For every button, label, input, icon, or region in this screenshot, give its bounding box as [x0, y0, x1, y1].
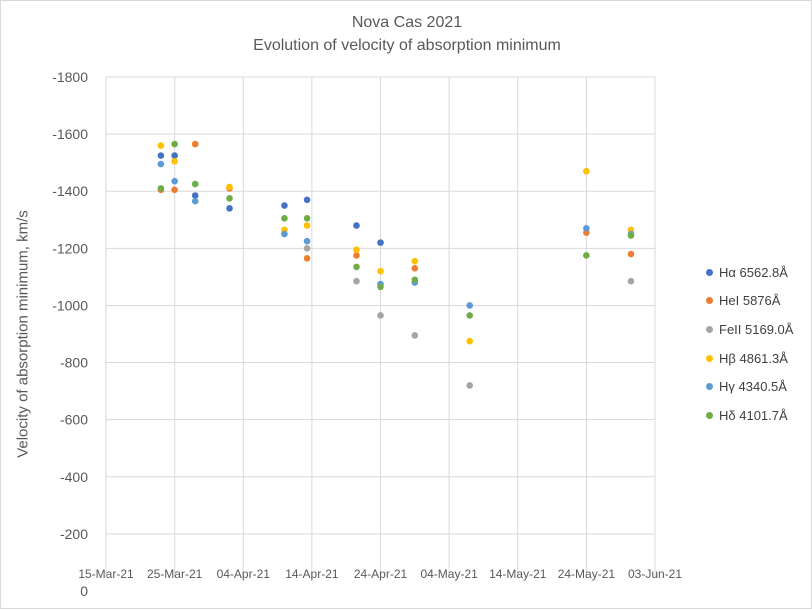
data-point-series-4 — [411, 257, 419, 265]
legend-item: Hγ 4340.5Å — [706, 372, 793, 401]
x-tick-label: 24-Apr-21 — [354, 567, 408, 581]
y-tick-label: -400 — [60, 469, 88, 485]
data-point-series-5 — [583, 225, 590, 232]
x-tick-label: 14-Apr-21 — [285, 567, 339, 581]
y-tick-label: -800 — [60, 355, 88, 371]
data-point-series-2 — [627, 250, 635, 258]
data-point-series-5 — [157, 160, 165, 168]
y-tick-label: -1000 — [52, 297, 88, 313]
data-point-series-1 — [303, 196, 311, 204]
data-point-series-3 — [377, 312, 384, 319]
legend-marker-icon — [706, 268, 713, 276]
legend-item: Hα 6562.8Å — [706, 258, 793, 287]
legend-item: HeI 5876Å — [706, 287, 793, 316]
chart-title: Nova Cas 2021 — [351, 14, 463, 31]
y-tick-label: -1800 — [52, 69, 88, 85]
chart-subtitle: Evolution of velocity of absorption mini… — [253, 37, 561, 54]
data-point-series-3 — [466, 382, 474, 389]
data-point-series-3 — [353, 277, 360, 285]
y-tick-label: -200 — [60, 526, 88, 542]
data-point-series-4 — [353, 246, 360, 254]
legend-label: FeII 5169.0Å — [719, 321, 794, 337]
data-point-series-6 — [353, 263, 360, 271]
data-point-series-4 — [226, 183, 233, 191]
data-point-series-6 — [171, 140, 178, 148]
data-point-series-2 — [171, 186, 178, 194]
y-tick-label: -1600 — [52, 126, 88, 142]
data-point-series-5 — [171, 177, 178, 185]
data-point-series-1 — [377, 239, 384, 246]
data-point-series-1 — [157, 152, 165, 159]
data-point-series-5 — [303, 237, 311, 245]
y-tick-label: -1200 — [52, 240, 88, 256]
data-point-series-6 — [627, 232, 635, 239]
x-tick-label: 14-May-21 — [489, 567, 547, 581]
x-tick-label: 03-Jun-21 — [628, 567, 682, 581]
data-point-series-4 — [157, 142, 165, 149]
data-point-series-1 — [281, 202, 288, 209]
x-tick-label: 24-May-21 — [558, 567, 616, 581]
x-tick-label: 04-May-21 — [420, 567, 478, 581]
y-tick-label: -600 — [60, 412, 88, 428]
data-point-series-6 — [191, 180, 199, 188]
data-point-series-5 — [466, 302, 474, 309]
data-point-series-5 — [281, 230, 288, 238]
data-point-series-6 — [466, 312, 474, 319]
data-point-series-4 — [171, 157, 178, 165]
data-point-series-5 — [191, 197, 199, 205]
data-point-series-2 — [191, 140, 199, 148]
y-tick-label: 0 — [80, 583, 88, 599]
data-point-series-6 — [157, 185, 165, 192]
legend-label: Hγ 4340.5Å — [719, 379, 787, 395]
data-point-series-4 — [303, 222, 311, 229]
legend-item: Hβ 4861.3Å — [706, 344, 793, 373]
legend-label: Hδ 4101.7Å — [719, 407, 788, 423]
data-point-series-1 — [226, 205, 233, 212]
data-point-series-6 — [583, 252, 590, 259]
data-point-series-2 — [411, 265, 419, 272]
legend-item: Hδ 4101.7Å — [706, 401, 793, 430]
legend-item: FeII 5169.0Å — [706, 315, 793, 344]
legend-label: HeI 5876Å — [719, 293, 781, 309]
data-point-series-3 — [627, 277, 635, 285]
legend-marker-icon — [706, 325, 713, 333]
x-tick-label: 04-Apr-21 — [217, 567, 271, 581]
legend-marker-icon — [706, 383, 713, 391]
data-point-series-6 — [226, 195, 233, 202]
data-point-series-6 — [411, 276, 419, 284]
data-point-series-2 — [353, 252, 360, 259]
data-point-series-4 — [466, 337, 474, 345]
y-tick-label: -1400 — [52, 183, 88, 199]
data-point-series-6 — [377, 283, 384, 291]
data-point-series-6 — [281, 215, 288, 222]
chart-title-block: Nova Cas 2021 Evolution of velocity of a… — [1, 11, 812, 57]
data-point-series-1 — [353, 222, 360, 229]
legend-label: Hα 6562.8Å — [719, 264, 788, 280]
data-point-series-3 — [303, 245, 311, 252]
legend-marker-icon — [706, 411, 713, 419]
data-point-series-6 — [303, 215, 311, 222]
legend-label: Hβ 4861.3Å — [719, 350, 788, 366]
data-point-series-4 — [583, 167, 590, 175]
legend-marker-icon — [706, 354, 713, 362]
legend: Hα 6562.8Å HeI 5876Å FeII 5169.0Å Hβ 4861.3… — [706, 258, 793, 430]
legend-marker-icon — [706, 297, 713, 305]
data-point-series-4 — [377, 267, 384, 275]
data-point-series-1 — [191, 192, 199, 199]
x-tick-label: 25-Mar-21 — [147, 567, 203, 581]
data-point-series-1 — [171, 152, 178, 159]
data-point-series-3 — [411, 332, 419, 339]
data-point-series-2 — [303, 255, 311, 262]
